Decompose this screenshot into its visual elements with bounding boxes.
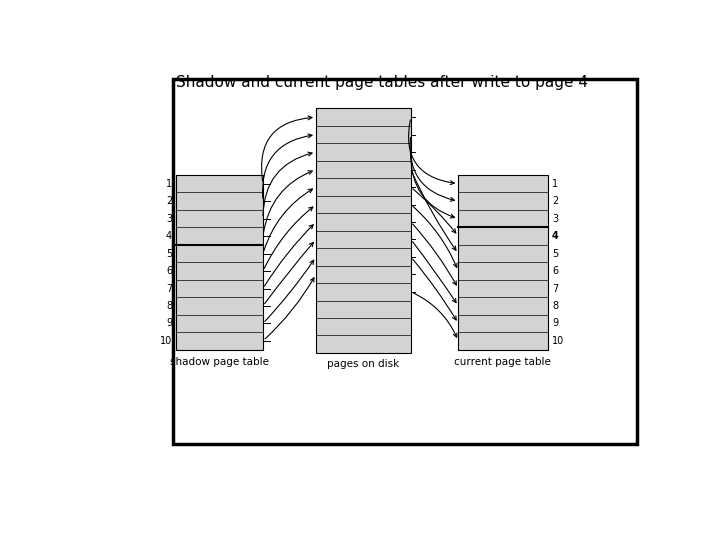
Bar: [316, 109, 411, 353]
Text: 4: 4: [166, 231, 172, 241]
Text: shadow page table: shadow page table: [170, 357, 269, 367]
Text: 10: 10: [160, 336, 172, 346]
Text: pages on disk: pages on disk: [328, 359, 400, 369]
Text: 8: 8: [552, 301, 558, 311]
Text: 9: 9: [552, 319, 558, 328]
Text: 7: 7: [166, 284, 172, 294]
Text: 4: 4: [552, 231, 559, 241]
Text: current page table: current page table: [454, 357, 552, 367]
Text: 6: 6: [166, 266, 172, 276]
Bar: [173, 79, 636, 444]
Text: 3: 3: [166, 214, 172, 224]
Text: Shadow and current page tables after write to page 4: Shadow and current page tables after wri…: [176, 75, 588, 90]
Text: 5: 5: [552, 248, 558, 259]
Text: 7: 7: [552, 284, 558, 294]
Text: 1: 1: [166, 179, 172, 188]
Text: 8: 8: [166, 301, 172, 311]
Text: 1: 1: [552, 179, 558, 188]
Text: 2: 2: [552, 196, 558, 206]
Bar: [176, 175, 263, 349]
Text: 6: 6: [552, 266, 558, 276]
Bar: [459, 175, 547, 349]
Text: 3: 3: [552, 214, 558, 224]
Text: 10: 10: [552, 336, 564, 346]
Text: 2: 2: [166, 196, 172, 206]
Text: 5: 5: [166, 248, 172, 259]
Text: 9: 9: [166, 319, 172, 328]
